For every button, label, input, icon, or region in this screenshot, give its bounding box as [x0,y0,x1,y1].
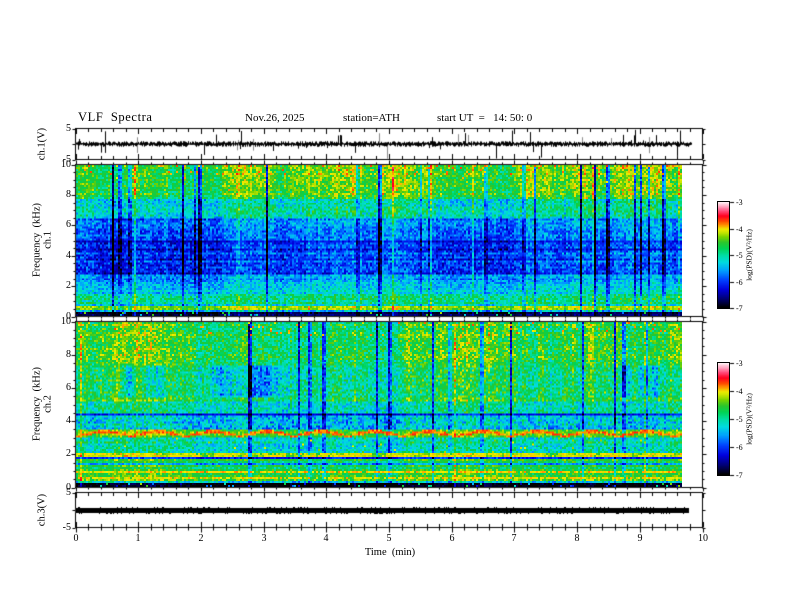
colorbar1-tick-label: -6 [736,278,743,287]
colorbar1-tick-label: -4 [736,225,743,234]
x-tick-label: 9 [637,533,643,544]
spec1-ytick-label: 2 [66,280,71,291]
colorbar1-tick-label: -3 [736,198,743,207]
x-tick-label: 3 [261,533,267,544]
spec2-ytick-label: 4 [66,415,71,426]
x-tick-label: 10 [698,533,708,544]
spec2-ytick-label: 10 [61,316,71,327]
x-tick-label: 5 [386,533,392,544]
ch3-wave-ytick-label: -5 [62,522,71,533]
spec1-ytick-label: 6 [66,219,71,230]
spec1-ytick-label: 8 [66,189,71,200]
colorbar2-tick-label: -7 [736,471,743,480]
spec2-ytick-label: 2 [66,448,71,459]
spec1-ytick-label: 4 [66,250,71,261]
time-axis-label: Time (min) [364,547,416,558]
x-tick-label: 1 [135,533,141,544]
colorbar2-tick-label: -3 [736,359,743,368]
x-tick-label: 7 [511,533,517,544]
spec1-ytick-label: 10 [61,159,71,170]
spec2-ytick-label: 8 [66,349,71,360]
x-tick-label: 0 [73,533,79,544]
x-tick-label: 8 [574,533,580,544]
ch1-wave-ytick-label: -5 [62,154,71,165]
spec2-ytick-label: 0 [66,482,71,493]
colorbar1-tick-label: -7 [736,304,743,313]
colorbar1-tick-label: -5 [736,251,743,260]
ch3-wave-ytick-label: 5 [66,487,71,498]
spec2-ytick-label: 6 [66,382,71,393]
colorbar2-tick-label: -5 [736,415,743,424]
x-tick-label: 2 [198,533,204,544]
ch1-wave-ytick-label: 5 [66,123,71,134]
x-tick-label: 4 [323,533,329,544]
spec1-ytick-label: 0 [66,311,71,322]
colorbar2-tick-label: -6 [736,443,743,452]
colorbar2-tick-label: -4 [736,387,743,396]
x-tick-label: 6 [449,533,455,544]
